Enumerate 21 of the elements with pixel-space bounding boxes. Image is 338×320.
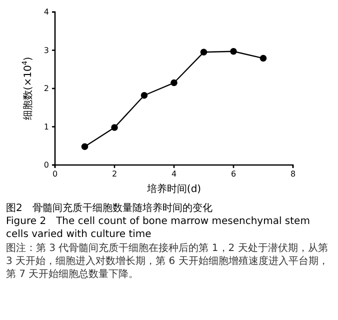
- point: [230, 48, 237, 55]
- x-tick-label: 2: [112, 170, 118, 179]
- x-tick-label: 0: [52, 170, 58, 179]
- point: [81, 143, 88, 150]
- x-tick-label: 4: [171, 170, 177, 179]
- text: 图注：第 3 代骨髓间充质干细胞在接种后的第 1，2 天处于潜伏期，从第 3 天开始，细胞进入对数增长期，第 6 天开始细胞增殖速度进入平台期，第 7 天开始细胞总数量下降。: [6, 242, 331, 280]
- y-tick-label: 1: [44, 122, 49, 132]
- text: Figure 2 The cell count of bone marrow mesenchymal stem cells varied with culture time: [6, 216, 314, 240]
- y-tick-label: 4: [44, 8, 49, 17]
- point: [111, 124, 118, 131]
- point: [260, 54, 267, 62]
- y-tick-label: 2: [44, 84, 49, 94]
- point: [170, 79, 178, 86]
- point: [140, 92, 148, 99]
- y-tick-label: 0: [44, 160, 49, 170]
- y-tick-label: 3: [44, 46, 49, 55]
- x-tick-label: 6: [230, 170, 236, 179]
- x-axis-title: 培养时间(d): [146, 183, 202, 195]
- text: 图2 骨髓间充质干细胞数量随培养时间的变化: [6, 202, 212, 214]
- point: [200, 48, 208, 56]
- x-tick-label: 8: [290, 170, 296, 179]
